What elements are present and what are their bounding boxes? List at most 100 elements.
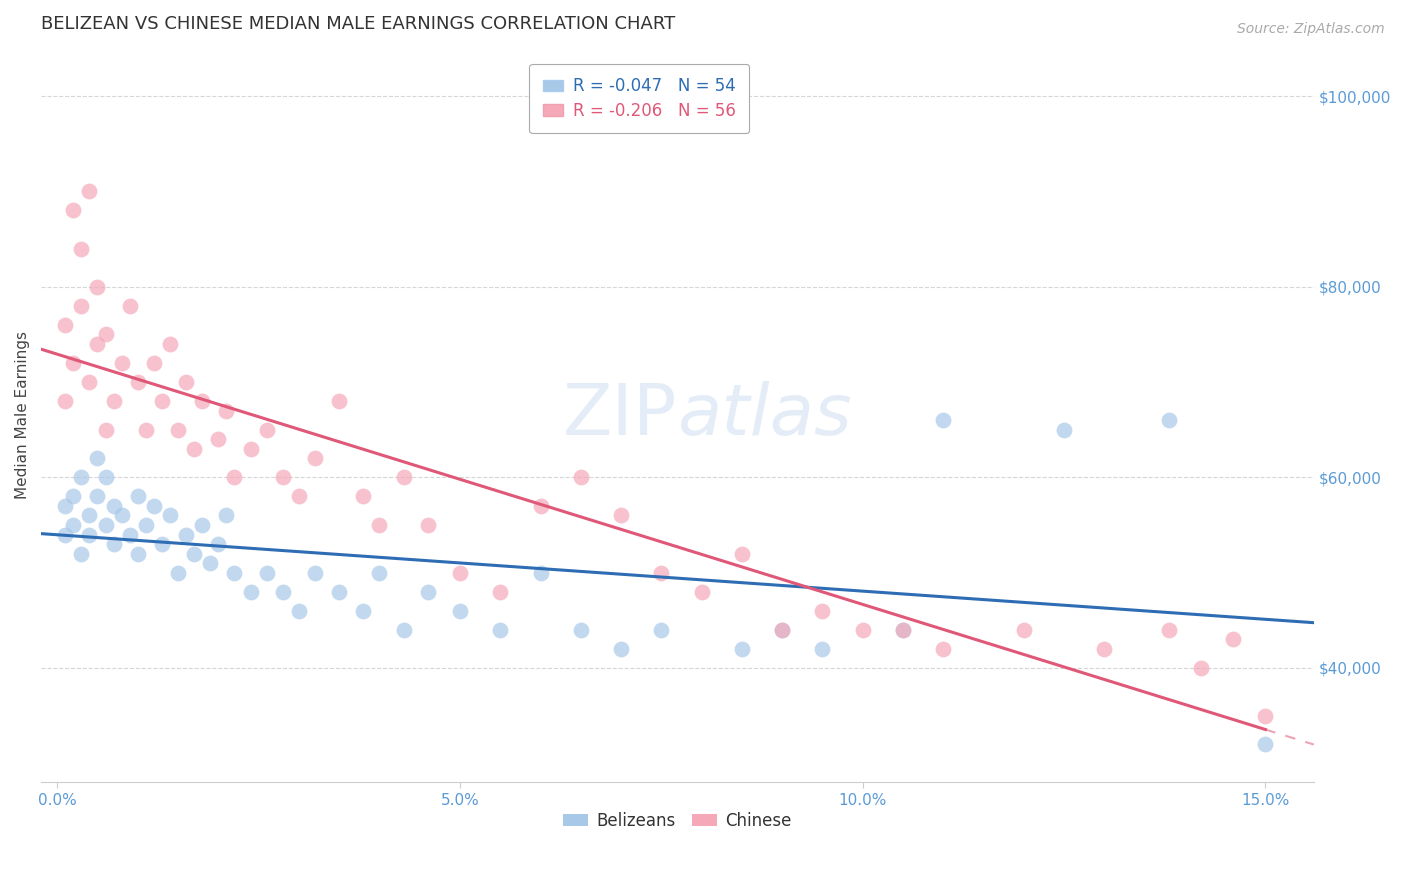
Point (1254, 708, 1277, 723)
Point (127, 375, 149, 389)
Point (224, 470, 246, 484)
Point (79, 508, 101, 523)
Point (127, 547, 149, 561)
Point (191, 394, 214, 409)
Point (1012, 623, 1035, 637)
Point (53, 318, 76, 332)
Point (256, 566, 278, 580)
Point (650, 623, 672, 637)
Point (328, 394, 350, 409)
Legend: Belizeans, Chinese: Belizeans, Chinese (557, 805, 799, 837)
Point (328, 584, 350, 599)
Text: atlas: atlas (678, 381, 852, 450)
Point (932, 641, 955, 656)
Point (690, 584, 713, 599)
Point (770, 623, 793, 637)
Point (62, 203, 84, 218)
Point (352, 604, 374, 618)
Point (174, 375, 197, 389)
Point (135, 518, 157, 533)
Point (111, 508, 134, 523)
Point (1189, 661, 1212, 675)
Point (891, 623, 914, 637)
Point (70, 470, 93, 484)
Point (224, 566, 246, 580)
Point (239, 584, 262, 599)
Point (150, 394, 173, 409)
Point (852, 623, 875, 637)
Point (1053, 423, 1076, 437)
Point (62, 490, 84, 504)
Point (94, 470, 117, 484)
Point (449, 566, 471, 580)
Text: ZIP: ZIP (562, 381, 678, 450)
Y-axis label: Median Male Earnings: Median Male Earnings (15, 332, 30, 500)
Point (1254, 737, 1277, 751)
Point (207, 432, 229, 446)
Point (416, 584, 439, 599)
Point (288, 604, 311, 618)
Point (53, 499, 76, 513)
Point (150, 537, 173, 551)
Point (62, 356, 84, 370)
Point (352, 490, 374, 504)
Point (304, 566, 326, 580)
Point (94, 518, 117, 533)
Point (86, 337, 108, 351)
Point (183, 442, 205, 456)
Point (70, 242, 93, 256)
Point (288, 490, 311, 504)
Point (731, 641, 754, 656)
Point (62, 518, 84, 533)
Point (529, 566, 551, 580)
Point (86, 490, 108, 504)
Point (127, 490, 149, 504)
Point (392, 470, 415, 484)
Point (79, 527, 101, 541)
Point (159, 508, 181, 523)
Point (569, 470, 592, 484)
Point (111, 356, 134, 370)
Point (1157, 623, 1180, 637)
Point (86, 279, 108, 293)
Point (932, 413, 955, 427)
Point (103, 537, 125, 551)
Point (174, 527, 197, 541)
Point (215, 508, 238, 523)
Point (239, 442, 262, 456)
Point (392, 623, 415, 637)
Point (304, 451, 326, 466)
Point (650, 566, 672, 580)
Point (118, 299, 141, 313)
Point (416, 518, 439, 533)
Point (183, 547, 205, 561)
Point (53, 527, 76, 541)
Point (200, 556, 222, 570)
Point (142, 499, 165, 513)
Point (86, 451, 108, 466)
Point (770, 623, 793, 637)
Point (731, 547, 754, 561)
Point (368, 566, 391, 580)
Point (811, 604, 834, 618)
Point (215, 403, 238, 417)
Point (891, 623, 914, 637)
Point (207, 537, 229, 551)
Point (529, 499, 551, 513)
Point (103, 394, 125, 409)
Point (103, 499, 125, 513)
Point (159, 337, 181, 351)
Point (70, 547, 93, 561)
Point (191, 518, 214, 533)
Point (256, 423, 278, 437)
Point (610, 508, 633, 523)
Point (1222, 632, 1244, 647)
Point (142, 356, 165, 370)
Point (135, 423, 157, 437)
Point (449, 604, 471, 618)
Point (489, 623, 512, 637)
Point (79, 185, 101, 199)
Point (70, 299, 93, 313)
Point (1157, 413, 1180, 427)
Point (167, 566, 190, 580)
